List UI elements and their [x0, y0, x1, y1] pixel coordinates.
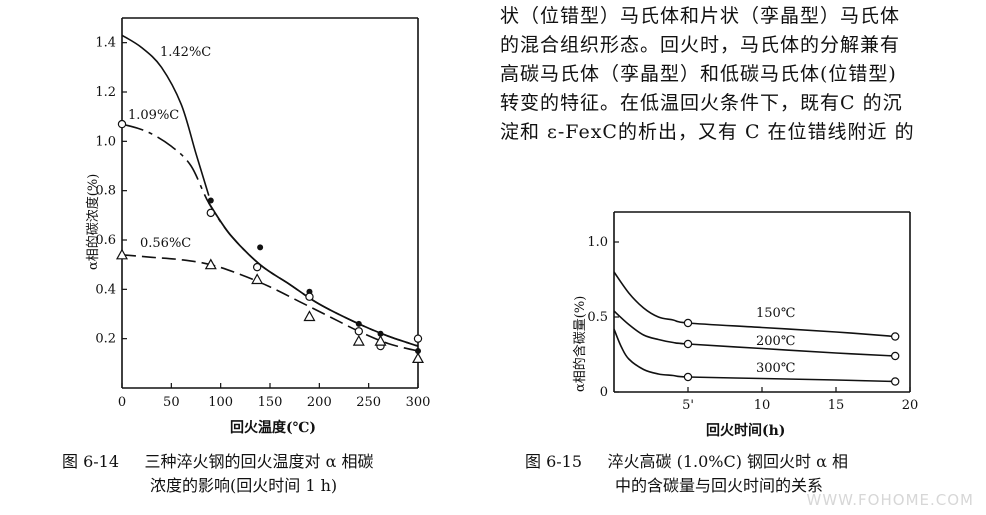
fig1-data-point [305, 292, 314, 301]
caption-text-line2: 中的含碳量与回火时间的关系 [615, 476, 824, 495]
fig1-y-tick-label: 0.6 [95, 233, 116, 248]
fig2-x-tick-label: 15 [828, 398, 845, 413]
fig1-series-label-2: 1.09%C [128, 108, 179, 123]
fig1-series-curve-3 [121, 254, 419, 352]
fig1-data-point [251, 273, 264, 285]
fig1-data-point [415, 348, 421, 354]
fig1-x-tick-label: 300 [406, 395, 431, 410]
fig1-x-tick-label: 100 [208, 395, 233, 410]
fig1-data-point [413, 334, 423, 343]
fig1-data-point [117, 119, 127, 129]
fig2-series-curve-1 [613, 271, 896, 338]
fig1-data-point [206, 208, 215, 218]
fig1-common-curve [208, 202, 419, 347]
fig1-data-point [355, 320, 362, 327]
figure-6-15-curves [613, 271, 896, 383]
fig1-data-point [303, 310, 316, 322]
fig1-y-tick-label: 0.4 [95, 282, 116, 297]
fig2-series-label-3: 300℃ [756, 361, 795, 376]
fig1-data-point [377, 330, 384, 337]
body-line-2: 的混合组织形态。回火时，马氏体的分解兼有 [500, 34, 901, 56]
fig2-x-axis-label: 回火时间(h) [706, 422, 785, 439]
figure-6-15-ticks: 5' 10 15 20 0 0.5 1.0 [587, 235, 918, 413]
fig1-x-tick-label: 250 [356, 395, 381, 410]
fig2-data-point [683, 318, 693, 328]
caption-text-line2: 浓度的影响(回火时间 1 h) [150, 476, 338, 495]
fig2-data-point [891, 377, 900, 386]
fig1-data-point [374, 334, 387, 346]
fig2-series-curve-3 [613, 328, 896, 383]
fig2-x-tick-label: 5' [682, 398, 694, 413]
figure-6-15-points [683, 318, 900, 386]
fig1-data-point [411, 352, 425, 363]
fig1-x-tick-label: 200 [307, 395, 332, 410]
fig1-x-axis-label: 回火温度(℃) [230, 419, 316, 436]
fig2-y-tick-label: 0 [600, 385, 608, 400]
fig2-series-label-2: 200℃ [756, 334, 795, 349]
body-line-1: 状（位错型）马氏体和片状（孪晶型）马氏体 [500, 5, 901, 27]
fig2-y-axis-label: α相的含碳量(%) [572, 296, 588, 392]
fig1-data-point [115, 248, 129, 260]
fig1-data-point [204, 258, 217, 270]
fig1-data-point [252, 262, 262, 272]
caption-text: 三种淬火钢的回火温度对 α 相碳 [144, 452, 374, 471]
fig2-y-tick-label: 1.0 [587, 235, 608, 250]
body-paragraph: 状（位错型）马氏体和片状（孪晶型）马氏体 的混合组织形态。回火时，马氏体的分解兼… [500, 2, 980, 147]
body-line-4: 转变的特征。在低温回火条件下，既有C 的沉 [500, 92, 903, 114]
fig1-series-label-1: 1.42%C [160, 45, 211, 60]
fig2-x-tick-label: 10 [754, 398, 771, 413]
fig2-data-point [891, 332, 900, 341]
fig2-data-point [683, 339, 693, 349]
fig2-series-label-1: 150℃ [756, 306, 795, 321]
fig1-data-point [257, 244, 264, 251]
fig1-data-point [352, 334, 365, 346]
fig2-data-point [683, 372, 693, 382]
fig1-y-axis-label: α相的碳浓度(%) [85, 174, 101, 270]
caption-number: 图 6-14 [62, 452, 120, 471]
fig1-y-tick-label: 1.2 [95, 85, 116, 100]
fig1-x-tick-label: 150 [258, 395, 283, 410]
body-line-5: 淀和 ε-FexC的析出，又有 C 在位错线附近 的 [500, 121, 915, 143]
fig1-x-tick-label: 0 [118, 395, 126, 410]
site-watermark: WWW.FOHOME.COM [806, 491, 974, 509]
fig1-y-tick-label: 1.4 [95, 36, 116, 51]
fig1-data-point [207, 197, 214, 204]
caption-text: 淬火高碳 (1.0%C) 钢回火时 α 相 [607, 452, 849, 471]
fig1-series-curve-1 [121, 34, 210, 196]
fig1-y-tick-label: 0.2 [95, 332, 116, 347]
fig1-y-tick-label: 0.8 [95, 184, 116, 199]
fig1-y-tick-label: 1.0 [95, 134, 116, 149]
fig2-data-point [891, 351, 900, 361]
caption-number: 图 6-15 [525, 452, 583, 471]
body-line-3: 高碳马氏体（孪晶型）和低碳马氏体(位错型) [500, 63, 897, 85]
fig1-series-label-3: 0.56%C [140, 236, 191, 251]
fig2-series-curve-2 [613, 310, 896, 357]
figure-6-14-ticks: 0 50 100 150 200 250 300 0.2 0.4 0.6 0.8 1.0 1.2 1.4 [95, 36, 430, 410]
fig2-x-tick-label: 20 [902, 398, 919, 413]
fig1-data-point [354, 327, 363, 336]
figure-6-15-caption: 图 6-15 淬火高碳 (1.0%C) 钢回火时 α 相 中的含碳量与回火时间的… [525, 450, 848, 498]
fig1-x-tick-label: 50 [163, 395, 180, 410]
figure-6-14-curves [121, 34, 419, 352]
figure-6-14-points [115, 119, 425, 363]
fig2-y-tick-label: 0.5 [587, 310, 608, 325]
figure-6-14-caption: 图 6-14 三种淬火钢的回火温度对 α 相碳 浓度的影响(回火时间 1 h) [62, 450, 373, 498]
